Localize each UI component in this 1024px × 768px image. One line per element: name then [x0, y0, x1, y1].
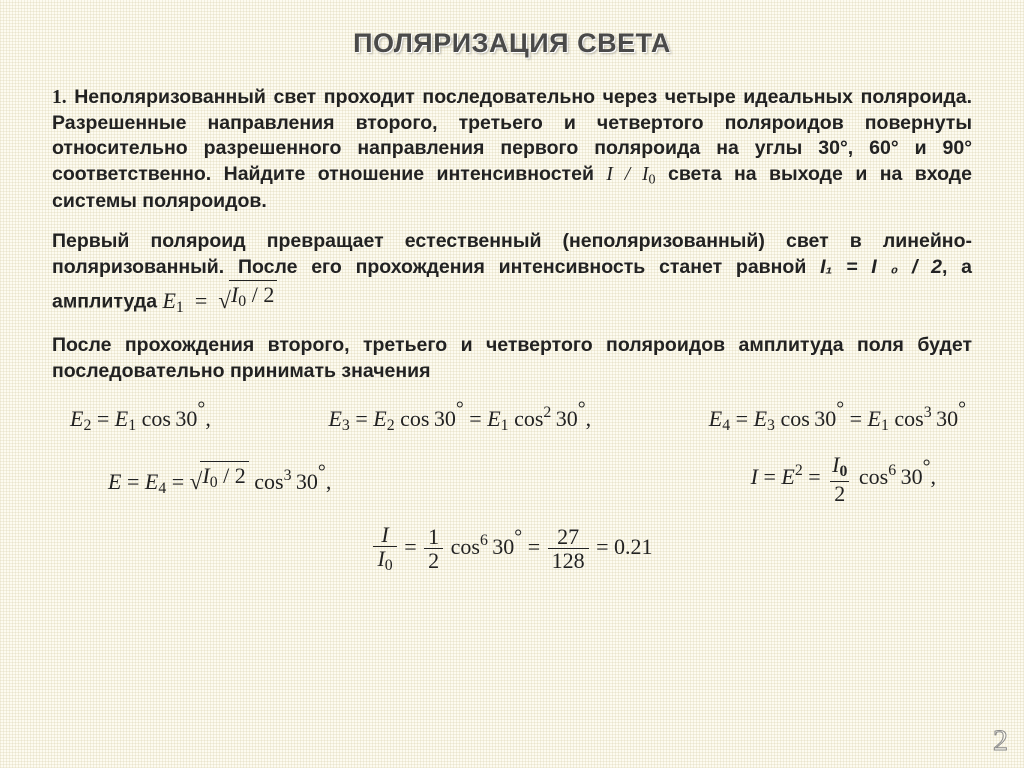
- eq-e-final: E = E4 = √I0 / 2 cos3 30°,: [108, 461, 331, 498]
- problem-statement: 1. Неполяризованный свет проходит послед…: [52, 85, 972, 215]
- eq-e4: E4 = E3 cos 30° = E1 cos3 30°: [709, 398, 966, 435]
- page-title: ПОЛЯРИЗАЦИЯ СВЕТА: [52, 28, 972, 59]
- problem-number: 1.: [52, 87, 67, 108]
- intensity-half-eq: I₁ = I ₀ / 2: [820, 256, 942, 278]
- eq-ratio-result: I I0 = 1 2 cos6 30° = 27 128 = 0.21: [371, 523, 652, 575]
- eq-intensity: I = E2 = I0 2 cos6 30°,: [751, 453, 936, 505]
- equation-row-amplitudes: E2 = E1 cos 30°, E3 = E2 cos 30° = E1 co…: [70, 398, 972, 435]
- intensity-ratio-inline: I / I0: [606, 164, 655, 185]
- eq-e3: E3 = E2 cos 30° = E1 cos2 30°,: [328, 398, 591, 435]
- page-number: 2: [993, 724, 1008, 758]
- amplitude-e1-eq: E1 = √I0 / 2: [162, 288, 277, 313]
- solution-paragraph-2: После прохождения второго, третьего и че…: [52, 333, 972, 384]
- equation-row-e-and-i: E = E4 = √I0 / 2 cos3 30°, I = E2 = I0 2…: [108, 453, 972, 505]
- eq-e2: E2 = E1 cos 30°,: [70, 398, 211, 435]
- equation-final-ratio: I I0 = 1 2 cos6 30° = 27 128 = 0.21: [52, 523, 972, 575]
- solution-paragraph-1: Первый поляроид превращает естественный …: [52, 229, 972, 319]
